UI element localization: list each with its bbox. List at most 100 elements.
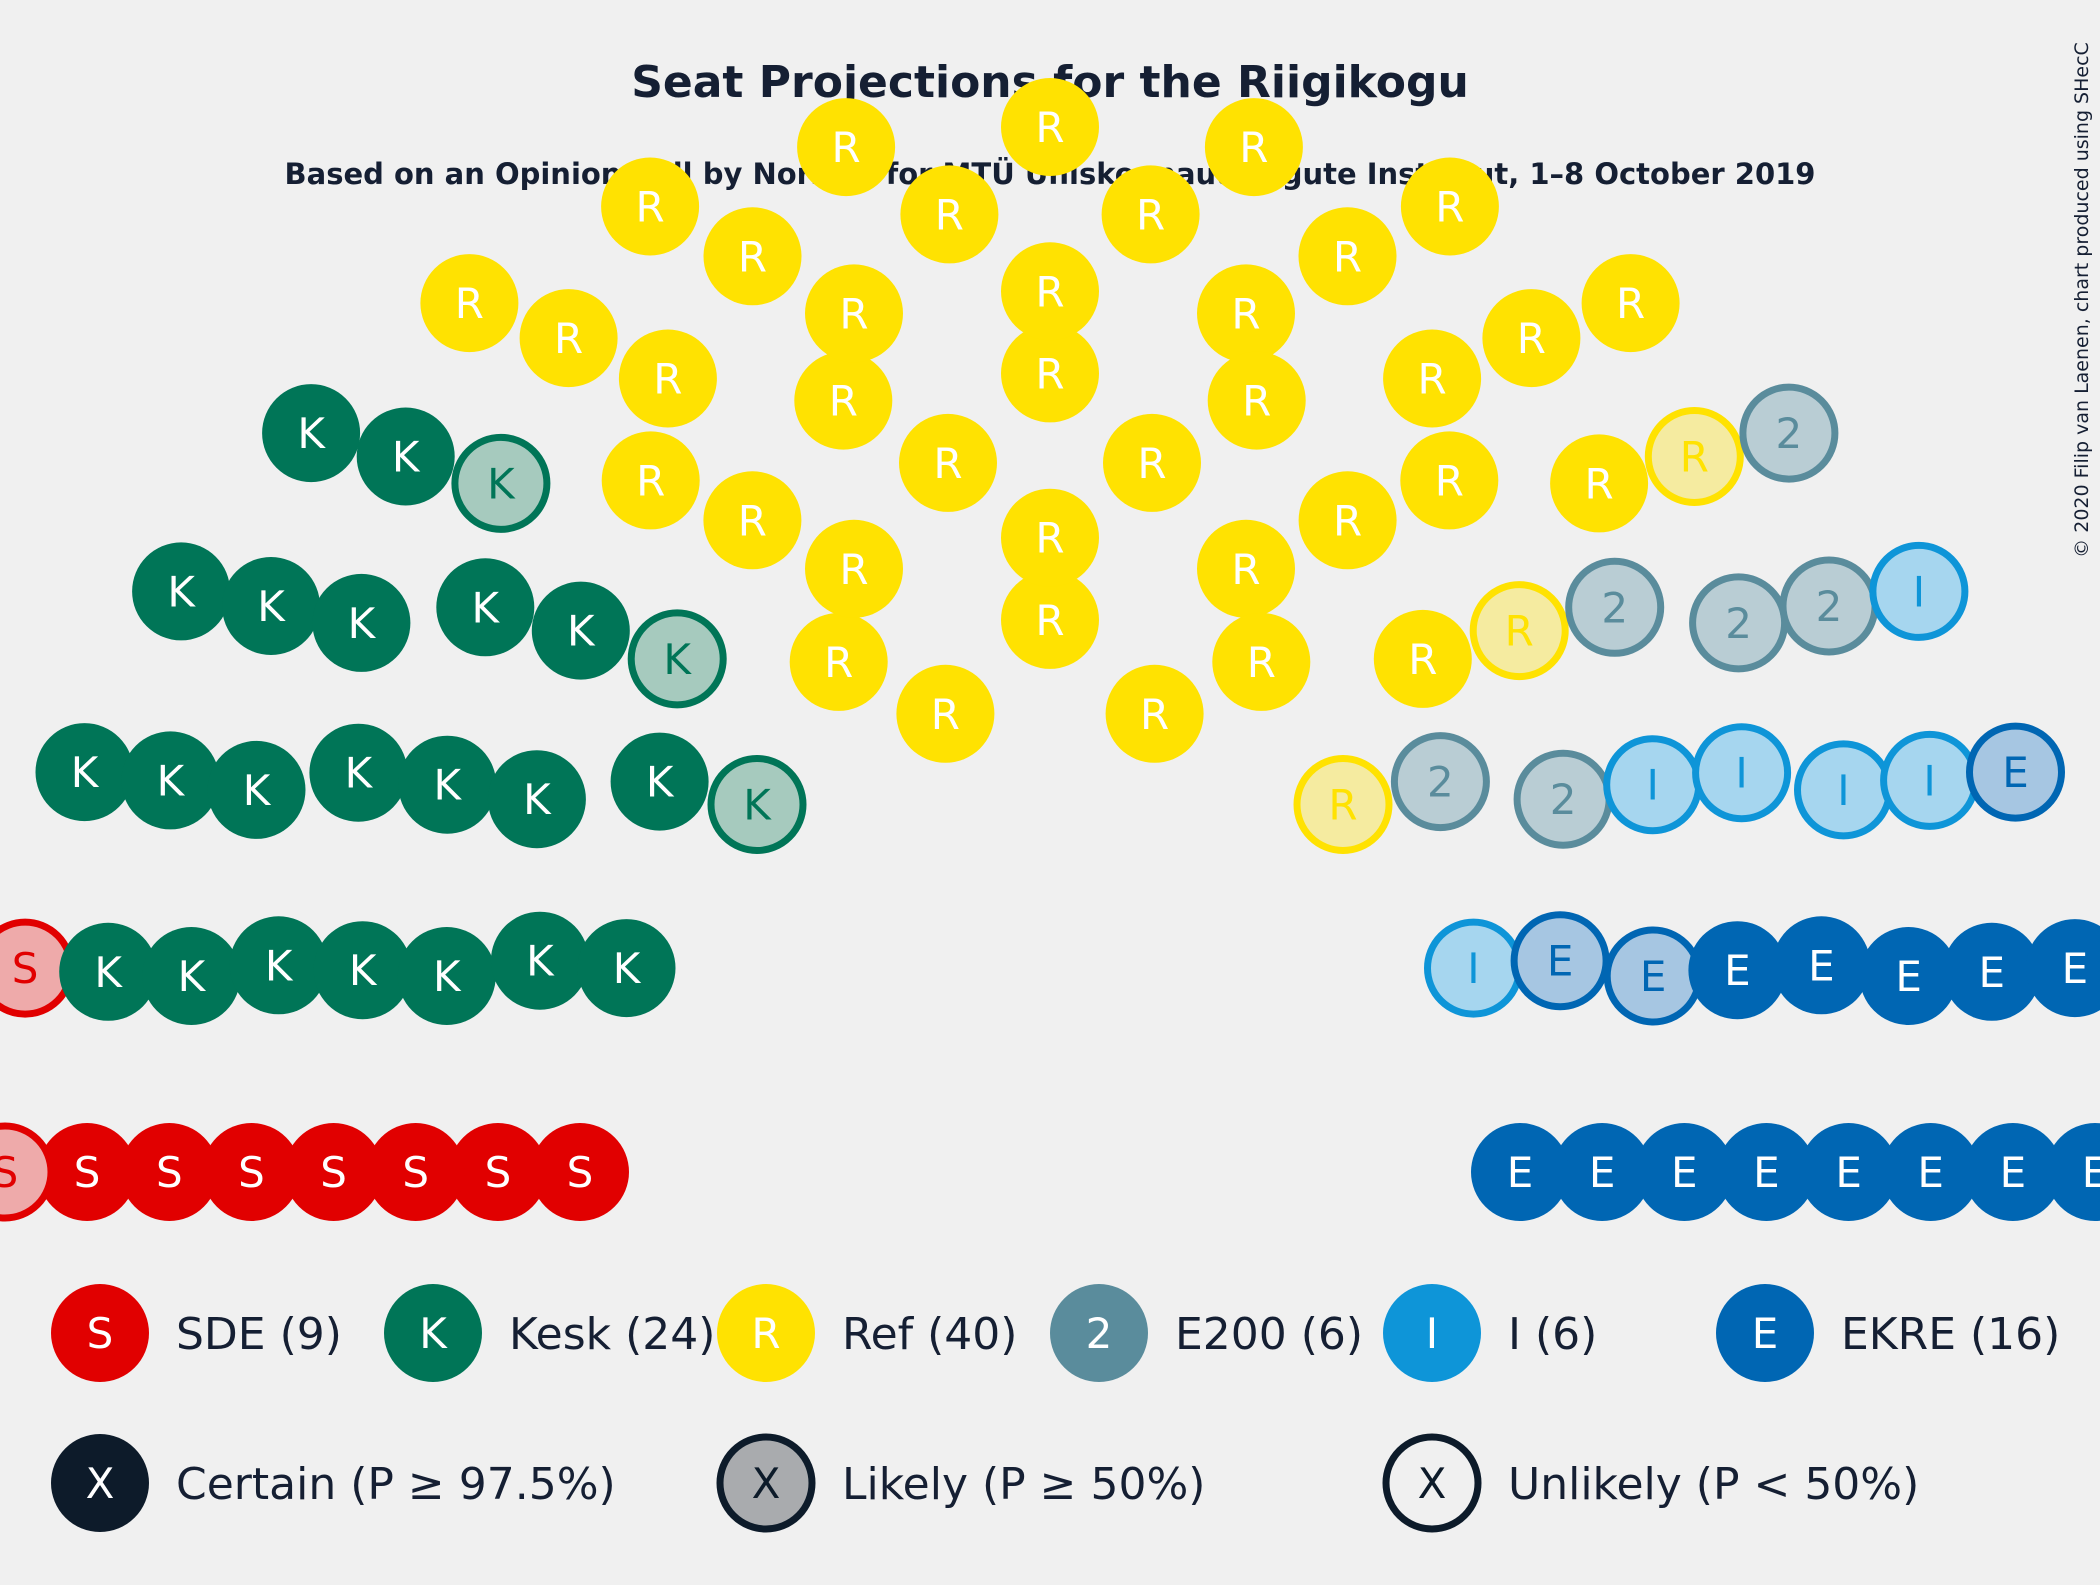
- seat-letter: S: [402, 1148, 429, 1197]
- seat-letter: S: [12, 944, 39, 993]
- certainty-legend-label: Unlikely (P < 50%): [1508, 1459, 1919, 1510]
- seat-letter: E: [1808, 941, 1835, 990]
- seat-kesk: K: [262, 384, 361, 483]
- seat-letter: R: [1333, 232, 1362, 281]
- legend-label: E200 (6): [1175, 1309, 1363, 1360]
- seat-letter: E: [1589, 1148, 1616, 1197]
- seat-letter: K: [178, 952, 207, 1001]
- seat-letter: K: [392, 433, 421, 482]
- seat-kesk: K: [398, 735, 497, 834]
- seat-letter: R: [455, 279, 484, 328]
- seat-letter: K: [434, 761, 463, 810]
- seat-kesk: K: [222, 557, 320, 655]
- legend-swatch: [384, 1284, 482, 1382]
- seat-letter: S: [320, 1148, 347, 1197]
- seat-ref: R: [1001, 488, 1099, 587]
- seat-letter: K: [523, 775, 552, 824]
- seat-letter: K: [433, 952, 462, 1001]
- seat-letter: R: [933, 439, 962, 488]
- copyright-note: © 2020 Filip van Laenen, chart produced …: [2071, 42, 2093, 558]
- seat-ekre: E: [1717, 1123, 1816, 1221]
- seat-kesk: K: [451, 433, 551, 533]
- seat-letter: K: [243, 766, 272, 815]
- seat-letter: K: [71, 748, 100, 797]
- seat-kesk: K: [312, 573, 411, 672]
- seat-ekre: E: [1603, 926, 1703, 1026]
- certainty-swatch: [51, 1434, 149, 1532]
- seat-letter: R: [1239, 123, 1268, 172]
- seat-letter: R: [1137, 439, 1166, 488]
- legend-swatch: [1716, 1284, 1814, 1382]
- certainty-swatch-letter: X: [1418, 1459, 1447, 1508]
- seat-i: I: [1880, 730, 1980, 830]
- seat-letter: K: [743, 781, 772, 830]
- seat-ekre: E: [1553, 1123, 1652, 1221]
- seat-letter: K: [349, 946, 378, 995]
- legend-item-sde: S SDE (9): [51, 1284, 342, 1382]
- seat-letter: R: [829, 377, 858, 426]
- legend-swatch: [717, 1284, 815, 1382]
- seat-ref: R: [1298, 471, 1397, 570]
- seat-letter: R: [1136, 190, 1165, 239]
- seat-ekre: E: [2025, 919, 2100, 1018]
- seat-letter: R: [1035, 349, 1064, 398]
- certainty-legend-unlikely: X Unlikely (P < 50%): [1382, 1433, 1919, 1533]
- seat-kesk: K: [436, 558, 535, 657]
- seat-ref: R: [1001, 324, 1099, 423]
- seat-letter: R: [1435, 456, 1464, 505]
- seat-letter: E: [1753, 1148, 1780, 1197]
- seat-letter: I: [1913, 567, 1925, 616]
- seat-letter: S: [567, 1148, 594, 1197]
- seat-letter: S: [485, 1148, 512, 1197]
- seat-letter: R: [1035, 267, 1064, 316]
- seat-ref: R: [1644, 407, 1744, 506]
- seat-letter: K: [94, 948, 123, 997]
- seat-sde: S: [284, 1123, 383, 1221]
- seat-ref: R: [1001, 242, 1099, 341]
- seat-kesk: K: [531, 581, 630, 680]
- seat-letter: E: [1895, 952, 1922, 1001]
- seat-ref: R: [1581, 254, 1680, 353]
- seat-e200: 2: [1390, 732, 1490, 832]
- seat-letter: R: [1242, 377, 1271, 426]
- certainty-legend-certain: X Certain (P ≥ 97.5%): [51, 1434, 616, 1532]
- legend-swatch: [1383, 1284, 1481, 1382]
- seat-ref: R: [601, 157, 700, 256]
- seat-ekre: E: [1471, 1123, 1569, 1221]
- certainty-swatch: [1382, 1433, 1482, 1533]
- seat-letter: S: [238, 1148, 265, 1197]
- seat-kesk: K: [487, 750, 586, 849]
- seat-ref: R: [900, 165, 999, 264]
- seat-letter: S: [0, 1148, 18, 1197]
- seat-kesk: K: [142, 927, 241, 1025]
- seat-letter: R: [1035, 596, 1064, 645]
- seat-kesk: K: [627, 609, 727, 709]
- certainty-legend-label: Likely (P ≥ 50%): [842, 1459, 1205, 1510]
- legend-item-i: I I (6): [1383, 1284, 1597, 1382]
- certainty-swatch: [716, 1433, 816, 1533]
- seat-e200: 2: [1689, 573, 1789, 673]
- seat-ekre: E: [1799, 1123, 1898, 1221]
- seat-ref: R: [420, 254, 519, 353]
- seat-e200: 2: [1779, 556, 1879, 656]
- seat-kesk: K: [356, 407, 455, 506]
- seat-sde: S: [38, 1123, 137, 1221]
- seat-ref: R: [1298, 207, 1397, 306]
- seat-i: I: [1424, 918, 1523, 1018]
- seat-letter: R: [1247, 638, 1276, 687]
- seat-ref: R: [1197, 519, 1295, 618]
- legend-item-ekre: E EKRE (16): [1716, 1284, 2060, 1382]
- seat-i: I: [1692, 723, 1792, 823]
- seat-letter: I: [1467, 944, 1479, 993]
- seat-ref: R: [703, 471, 802, 570]
- seat-ref: R: [1207, 351, 1306, 450]
- seat-letter: R: [738, 496, 767, 545]
- seat-letter: S: [74, 1148, 101, 1197]
- legend-label: Kesk (24): [509, 1309, 715, 1360]
- seat-ekre: E: [1688, 921, 1787, 1020]
- seat-letter: I: [1735, 749, 1747, 798]
- seat-ekre: E: [1772, 916, 1871, 1015]
- seat-ref: R: [1105, 664, 1204, 763]
- seat-letter: K: [613, 944, 642, 993]
